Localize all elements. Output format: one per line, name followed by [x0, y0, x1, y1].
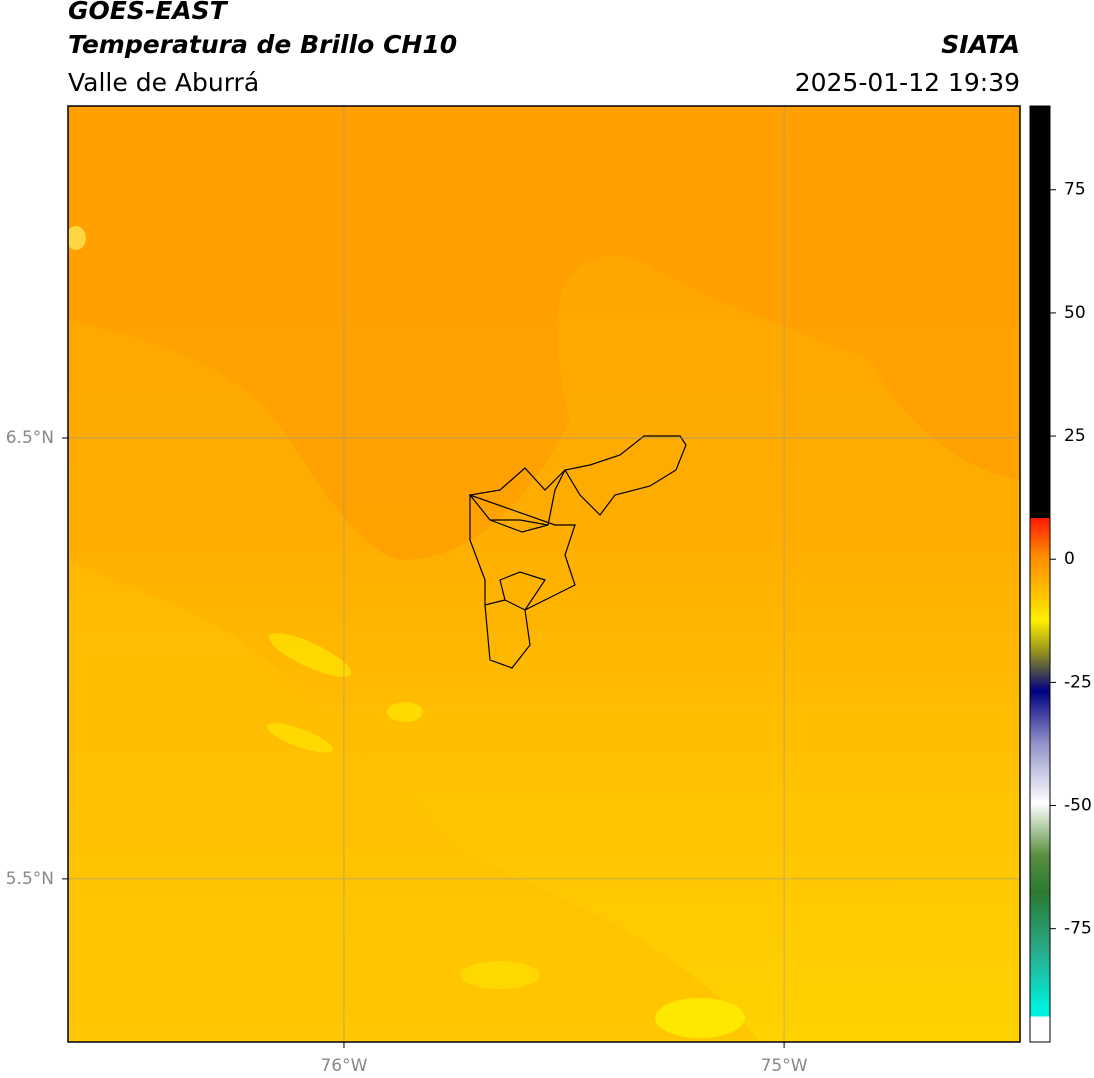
- subtitle: Temperatura de Brillo CH10: [68, 30, 457, 59]
- colorbar-tick-label: 50: [1064, 303, 1086, 323]
- colorbar-tick-label: 75: [1064, 180, 1086, 200]
- warm-region: [68, 106, 1020, 560]
- y-tick-label: 5.5°N: [6, 869, 54, 889]
- map-frame: [67, 105, 1021, 1043]
- cool-patch: [387, 702, 423, 722]
- colorbar-tick-label: -75: [1064, 919, 1092, 939]
- graticule: [68, 106, 1020, 1042]
- cool-patch: [655, 998, 745, 1038]
- x-tick-label: 75°W: [761, 1056, 808, 1076]
- colorbar-tick-label: -25: [1064, 672, 1092, 692]
- title: GOES-EAST: [68, 0, 229, 25]
- x-tick-label: 76°W: [320, 1056, 367, 1076]
- colorbar-tick-label: 0: [1064, 549, 1075, 569]
- cool-patch: [266, 723, 334, 753]
- colorbar-tick-label: 25: [1064, 426, 1086, 446]
- map-field: [68, 106, 1020, 1042]
- cool-patch: [460, 961, 540, 989]
- colorbar: [1029, 105, 1051, 1043]
- cool-region: [68, 560, 760, 1042]
- municipal-boundaries: [468, 435, 687, 669]
- source: SIATA: [941, 30, 1020, 59]
- colorbar-tick-label: -50: [1064, 796, 1092, 816]
- datetime: 2025-01-12 19:39: [795, 68, 1020, 97]
- cool-patch: [68, 226, 86, 250]
- y-tick-label: 6.5°N: [6, 428, 54, 448]
- cool-patch: [268, 633, 352, 677]
- region: Valle de Aburrá: [68, 68, 259, 97]
